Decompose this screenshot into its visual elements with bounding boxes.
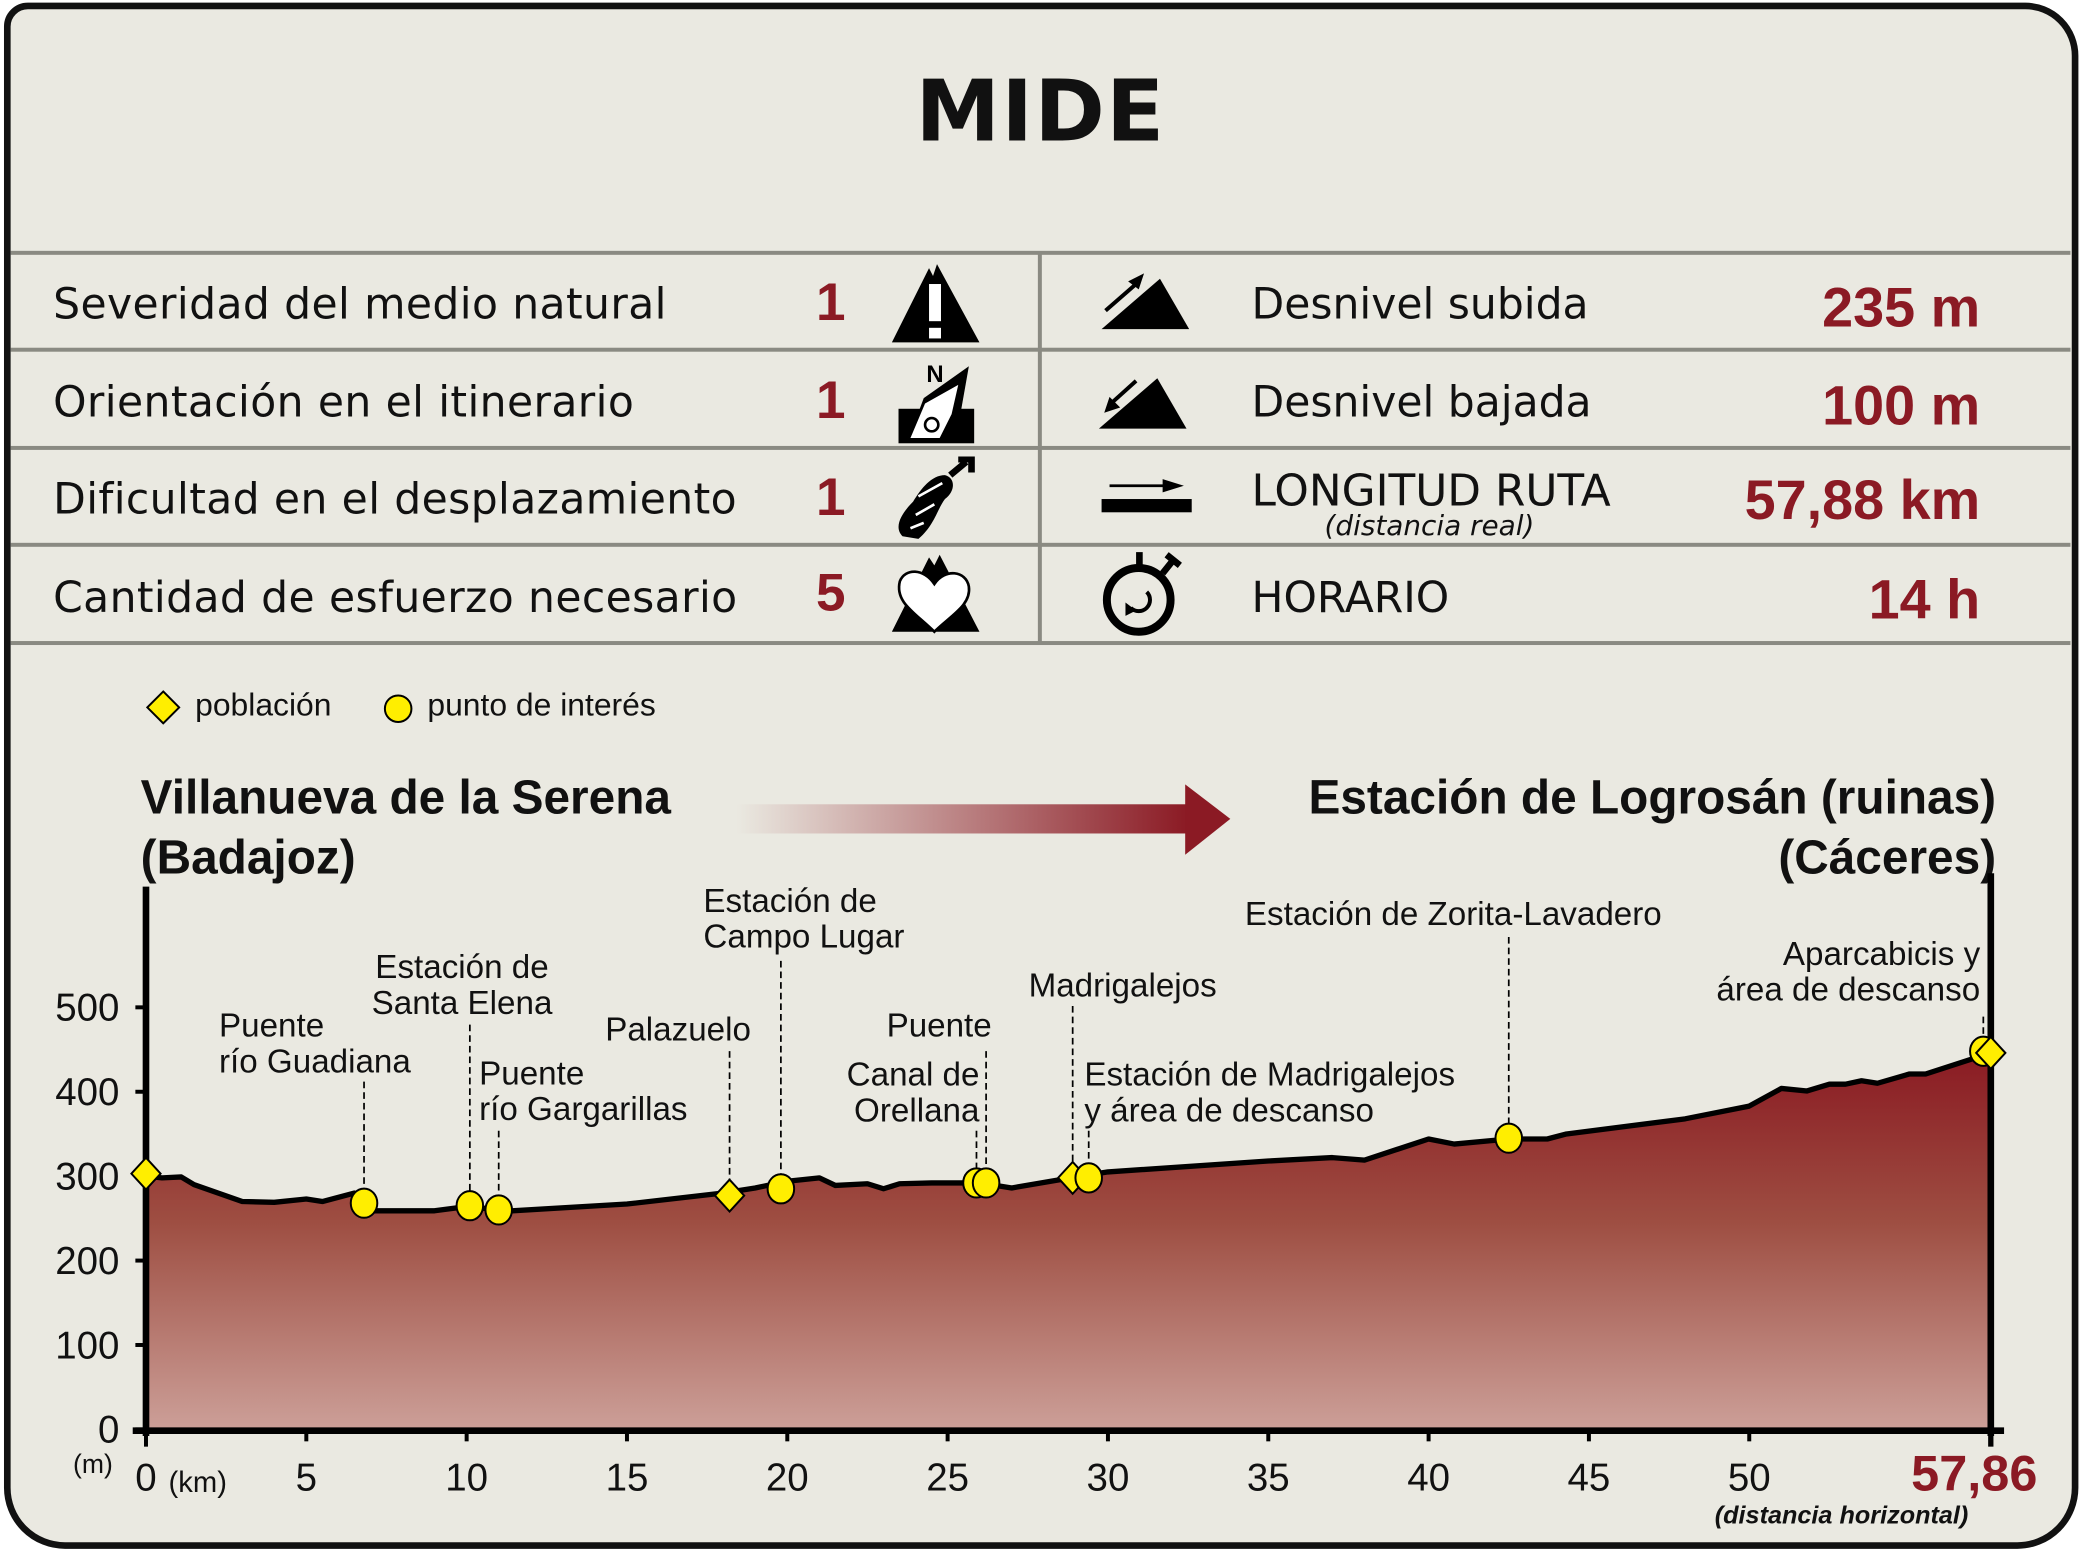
annotation-label: Estación de Zorita-Lavadero (1244, 895, 1662, 934)
svg-text:N: N (926, 361, 943, 388)
stat-value-time: 14 h (1868, 568, 1981, 631)
x-tick-label: 15 (606, 1456, 649, 1499)
distance-icon (1101, 479, 1192, 513)
legend-town-label: población (195, 687, 332, 724)
x-tick-label: 10 (445, 1456, 488, 1499)
poi-marker-icon (383, 694, 413, 723)
legend-poi-label: punto de interés (427, 687, 656, 724)
town-marker-icon (145, 690, 181, 725)
descent-icon (1098, 378, 1187, 429)
compass-orientation-icon: N (898, 361, 975, 444)
x-tick-label: 50 (1728, 1456, 1771, 1499)
mide-value-dificultad: 1 (816, 468, 846, 527)
mide-value-orientacion: 1 (816, 371, 846, 431)
x-tick-label: 5 (296, 1456, 317, 1499)
heart-mountain-icon (891, 554, 980, 634)
mide-label-dificultad: Dificultad en el desplazamiento (53, 473, 738, 525)
y-axis-unit: (m) (72, 1450, 113, 1480)
page-title: MIDE (915, 63, 1166, 162)
poi-marker (971, 1167, 1001, 1199)
y-tick-label: 100 (55, 1324, 119, 1367)
x-tick-label: 30 (1087, 1456, 1130, 1499)
mide-label-orientacion: Orientación en el itinerario (53, 376, 635, 428)
mide-value-esfuerzo: 5 (816, 564, 846, 623)
poi-marker (455, 1190, 485, 1222)
direction-arrow-icon (736, 784, 1231, 855)
annotation-label: Puente río Gargarillas (479, 1055, 688, 1129)
alert-mountain-icon (891, 264, 980, 343)
town-marker (130, 1156, 162, 1192)
stat-label-ascent: Desnivel subida (1251, 278, 1589, 330)
stat-label-time: HORARIO (1251, 572, 1450, 623)
start-place: Villanueva de la Serena (Badajoz) (140, 769, 671, 884)
x-end-label: 57,86 (1911, 1446, 2038, 1503)
town-marker (713, 1178, 746, 1213)
stat-value-descent: 100 m (1822, 374, 1981, 437)
end-place: Estación de Logrosán (ruinas) (Cáceres) (1308, 769, 1997, 884)
x-tick-label: 25 (926, 1456, 969, 1499)
stat-value-ascent: 235 m (1822, 276, 1981, 339)
y-tick-label: 200 (55, 1240, 119, 1283)
x-end-note: (distancia horizontal) (1714, 1502, 1969, 1531)
poi-marker (484, 1194, 513, 1226)
poi-marker (766, 1173, 796, 1205)
stat-label-length: LONGITUD RUTA (1251, 464, 1611, 517)
y-tick-label: 500 (55, 987, 119, 1030)
x-tick-label: 0 (135, 1456, 156, 1499)
x-axis-unit: (km) (168, 1465, 227, 1499)
ascent-icon (1101, 273, 1190, 330)
divider (1037, 252, 1042, 644)
annotation-label: Estación de Madrigalejos y área de desca… (1084, 1056, 1456, 1130)
mide-label-esfuerzo: Cantidad de esfuerzo necesario (53, 572, 738, 623)
x-tick-label: 40 (1407, 1456, 1450, 1499)
boot-sole-icon (898, 456, 975, 539)
annotation-label: Estación de Campo Lugar (703, 882, 905, 956)
stat-value-length: 57,88 km (1744, 468, 1981, 531)
x-tick-label: 45 (1568, 1456, 1611, 1499)
annotation-label: Puente río Guadiana (218, 1007, 411, 1081)
elevation-area (145, 1052, 1991, 1430)
poi-marker (349, 1187, 379, 1219)
elevation-line (145, 1050, 1992, 1215)
stat-label-descent: Desnivel bajada (1251, 376, 1592, 428)
annotation-label: Madrigalejos (1028, 967, 1217, 1005)
stopwatch-icon (1102, 552, 1182, 636)
x-tick-label: 35 (1247, 1456, 1290, 1499)
y-tick-label: 300 (55, 1155, 119, 1198)
stat-sublabel-length: (distancia real) (1324, 509, 1535, 542)
annotation-label: Canal de Orellana (846, 1056, 980, 1130)
town-marker (1974, 1035, 2007, 1071)
y-tick-label: 400 (55, 1071, 119, 1114)
poi-marker (1494, 1122, 1524, 1154)
mide-label-severidad: Severidad del medio natural (53, 278, 667, 330)
poi-marker (1074, 1162, 1103, 1194)
annotation-label: Aparcabicis y área de descanso (1716, 935, 1981, 1009)
annotation-label: Palazuelo (605, 1011, 751, 1049)
annotation-label: Puente (886, 1007, 992, 1045)
x-tick-label: 20 (766, 1456, 809, 1499)
annotation-label: Estación de Santa Elena (371, 948, 553, 1022)
y-tick-label: 0 (98, 1409, 119, 1452)
mide-value-severidad: 1 (816, 273, 846, 332)
